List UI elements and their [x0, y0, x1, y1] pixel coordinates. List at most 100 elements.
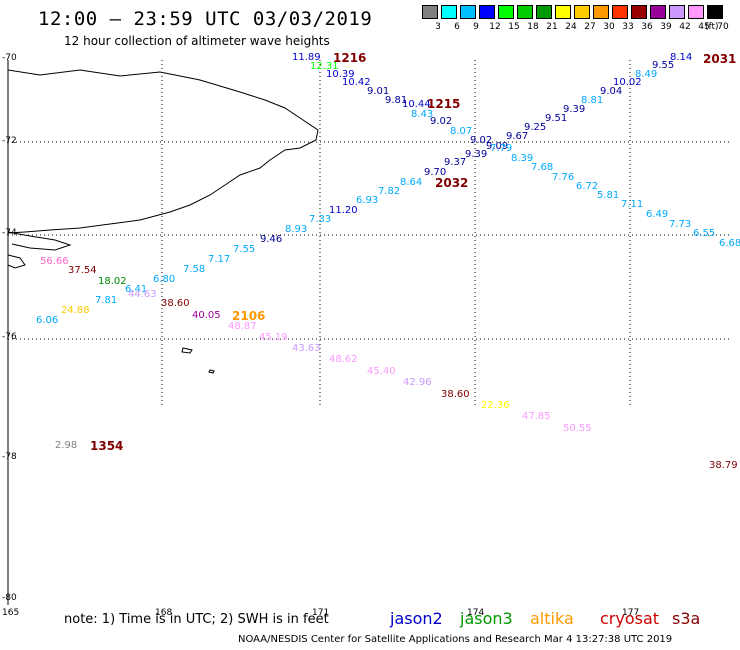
- legend-swatch: [574, 5, 590, 19]
- legend-swatch: [441, 5, 457, 19]
- legend-tick: 36: [641, 22, 653, 32]
- credit-line: NOAA/NESDIS Center for Satellite Applica…: [238, 634, 673, 645]
- wave-height-value: 42.96: [403, 377, 432, 388]
- legend-tick: 45: [698, 22, 710, 32]
- wave-height-value: 9.25: [524, 122, 547, 133]
- coastline: [7, 69, 319, 374]
- page-title: 12:00 – 23:59 UTC 03/03/2019: [38, 8, 373, 30]
- time-label: 2032: [435, 176, 469, 190]
- wave-height-value: 50.55: [563, 423, 592, 434]
- time-label: 1354: [90, 439, 124, 453]
- lon-label: 171: [312, 608, 330, 618]
- wave-height-value: 44.63: [128, 289, 157, 300]
- legend-tick: 21: [546, 22, 558, 32]
- wave-height-value: 37.54: [68, 265, 97, 276]
- legend-swatch: [612, 5, 628, 19]
- wave-height-value: 9.39: [465, 149, 488, 160]
- wave-height-value: 6.93: [356, 195, 379, 206]
- wave-height-value: 7.81: [95, 295, 118, 306]
- wave-height-value: 9.39: [563, 104, 586, 115]
- wave-height-value: 7.33: [309, 214, 332, 225]
- wave-height-value: 8.07: [450, 126, 473, 137]
- wave-height-value: 43.63: [292, 343, 321, 354]
- wave-height-value: 7.11: [621, 199, 644, 210]
- legend-swatch: [536, 5, 552, 19]
- wave-height-value: 6.06: [36, 315, 59, 326]
- wave-height-value: 6.41: [125, 284, 148, 295]
- wave-height-value: 7.17: [208, 254, 231, 265]
- wave-height-value: 45.19: [259, 332, 288, 343]
- lat-label: -76: [2, 332, 17, 342]
- legend-swatch: [707, 5, 723, 19]
- wave-height-value: 8.64: [400, 177, 423, 188]
- satellite-cryosat: cryosat: [600, 609, 660, 628]
- legend-tick: 27: [584, 22, 596, 32]
- wave-height-value: 10.39: [326, 69, 355, 80]
- legend-swatch: [631, 5, 647, 19]
- wave-height-value: 38.60: [441, 389, 470, 400]
- legend-tick: 12: [489, 22, 501, 32]
- lat-label: -72: [2, 136, 17, 146]
- wave-height-value: 7.76: [552, 172, 575, 183]
- wave-height-value: 6.55: [693, 228, 716, 239]
- legend-tick: 70: [717, 22, 729, 32]
- wave-height-value: 9.70: [424, 167, 447, 178]
- wave-height-value: 10.42: [342, 77, 371, 88]
- wave-height-value: 8.43: [411, 109, 434, 120]
- wave-height-value: 10.44: [402, 99, 431, 110]
- wave-height-value: 22.36: [481, 400, 510, 411]
- legend-swatch: [555, 5, 571, 19]
- wave-height-value: 7.55: [233, 244, 256, 255]
- wave-height-value: 5.81: [597, 190, 620, 201]
- wave-height-value: 38.79: [709, 460, 738, 471]
- wave-height-value: 8.39: [511, 153, 534, 164]
- legend-swatch: [688, 5, 704, 19]
- wave-height-value: 12.31: [310, 61, 339, 72]
- lat-label: -78: [2, 452, 17, 462]
- legend-swatch: [422, 5, 438, 19]
- satellite-s3a: s3a: [672, 609, 701, 628]
- wave-height-value: 38.60: [161, 298, 190, 309]
- footer-note: note: 1) Time is in UTC; 2) SWH is in fe…: [64, 612, 329, 627]
- legend-swatch: [479, 5, 495, 19]
- legend-swatch: [517, 5, 533, 19]
- legend-unit: (ft): [705, 22, 719, 32]
- legend-tick: 6: [454, 22, 460, 32]
- lat-label: -70: [2, 53, 17, 63]
- wave-height-value: 7.79: [490, 143, 513, 154]
- satellite-jason3: jason3: [460, 609, 513, 628]
- wave-height-value: 6.80: [153, 274, 176, 285]
- lon-label: 168: [155, 608, 173, 618]
- legend-tick: 33: [622, 22, 634, 32]
- wave-height-value: 11.89: [292, 52, 321, 63]
- graticule: [8, 60, 730, 405]
- legend-swatch: [498, 5, 514, 19]
- lon-label: 177: [622, 608, 640, 618]
- wave-height-value: 7.82: [378, 186, 401, 197]
- wave-height-value: 40.05: [192, 310, 221, 321]
- wave-height-value: 9.55: [652, 60, 675, 71]
- wave-height-value: 6.72: [576, 181, 599, 192]
- lon-label: 165: [2, 608, 20, 618]
- lat-label: -80: [2, 593, 17, 603]
- wave-height-value: 48.87: [228, 321, 257, 332]
- wave-height-value: 8.81: [581, 95, 604, 106]
- wave-height-value: 10.02: [613, 77, 642, 88]
- wave-height-value: 9.81: [385, 95, 408, 106]
- legend-tick: 24: [565, 22, 577, 32]
- wave-height-value: 9.02: [430, 116, 453, 127]
- wave-height-value: 11.20: [329, 205, 358, 216]
- wave-height-value: 8.49: [635, 69, 658, 80]
- wave-height-value: 9.67: [506, 131, 529, 142]
- legend-tick: 30: [603, 22, 615, 32]
- wave-height-value: 7.68: [531, 162, 554, 173]
- lat-label: -74: [2, 228, 17, 238]
- wave-height-value: 24.88: [61, 305, 90, 316]
- wave-height-value: 7.73: [669, 219, 692, 230]
- wave-height-value: 47.85: [522, 411, 551, 422]
- legend-tick: 42: [679, 22, 691, 32]
- legend-swatch: [669, 5, 685, 19]
- legend-tick: 3: [435, 22, 441, 32]
- legend-tick: 15: [508, 22, 520, 32]
